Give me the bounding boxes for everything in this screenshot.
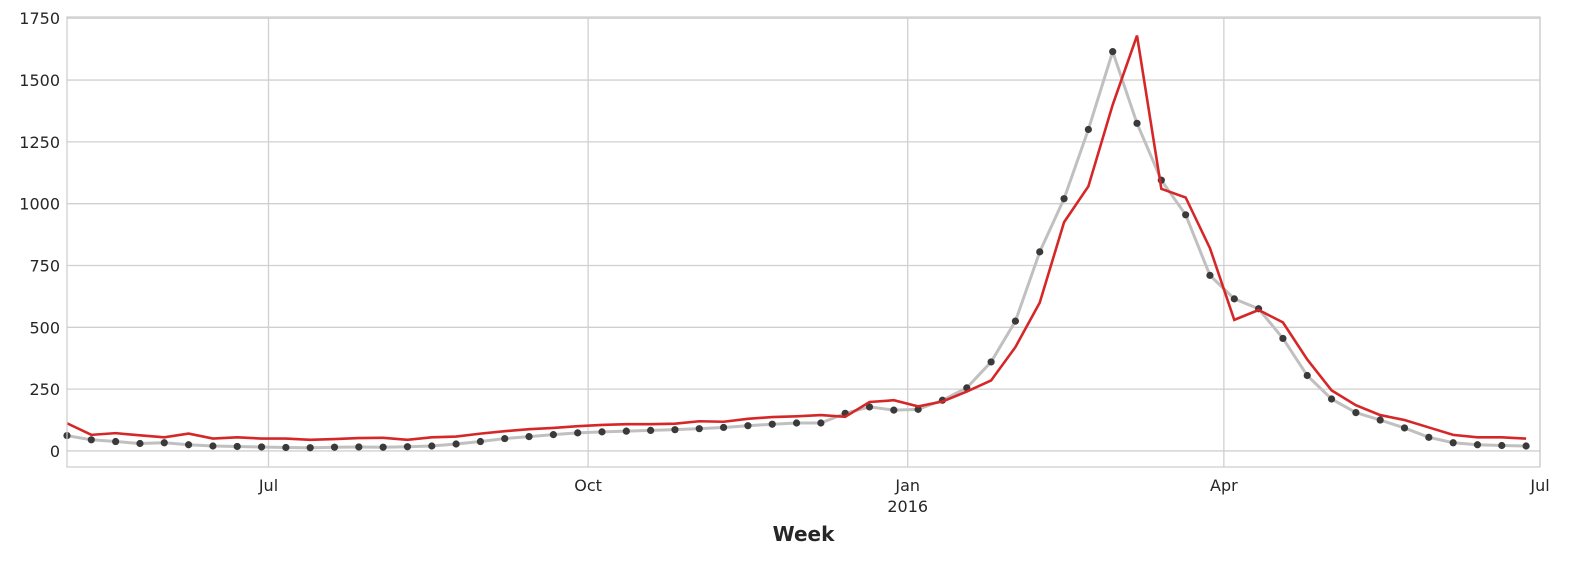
data-point (501, 434, 509, 443)
y-tick-label: 1000 (19, 195, 60, 214)
data-point (136, 439, 144, 448)
data-point (598, 428, 606, 436)
observed-points (63, 48, 1530, 452)
data-point (1303, 371, 1311, 380)
x-tick-label: Oct (574, 476, 602, 495)
data-point (233, 442, 241, 451)
data-point (1327, 395, 1336, 403)
data-point (209, 442, 217, 450)
x-axis-title: Week (773, 522, 835, 546)
y-tick-label: 1500 (19, 71, 60, 90)
data-point (1473, 441, 1482, 449)
data-point (549, 431, 557, 439)
data-point (476, 437, 485, 446)
data-point (257, 443, 266, 451)
data-point (622, 427, 630, 435)
data-point (525, 432, 533, 441)
data-point (184, 441, 193, 449)
data-point (1376, 416, 1384, 424)
data-point (987, 358, 995, 366)
y-tick-label: 250 (29, 380, 60, 399)
data-point (112, 437, 120, 446)
data-point (1522, 442, 1530, 450)
series-line-fitted (66, 35, 1527, 442)
data-point (1133, 119, 1141, 127)
data-point (1036, 248, 1044, 256)
data-point (1011, 317, 1020, 325)
plot-frame (66, 16, 1541, 468)
x-tick-sublabel: 2016 (887, 497, 928, 516)
data-point (647, 426, 655, 435)
data-point (768, 420, 776, 428)
y-tick-label: 1750 (19, 9, 60, 28)
tick-labels: 0 250 500 750 1000 1250 1500 1750 Jul Oct Jan 2016 A… (19, 9, 1549, 516)
data-point (1109, 48, 1117, 56)
data-point (671, 426, 679, 434)
data-point (1449, 439, 1457, 447)
data-point (865, 403, 874, 411)
data-point (719, 423, 728, 432)
data-point (1084, 125, 1092, 134)
data-point (428, 442, 436, 450)
data-point (1279, 334, 1287, 343)
y-tick-label: 500 (29, 318, 60, 337)
data-point (1230, 295, 1238, 303)
data-point (379, 443, 387, 451)
data-point (1206, 271, 1214, 279)
data-point (1060, 195, 1068, 203)
data-point (695, 425, 703, 433)
data-point (792, 419, 801, 427)
data-point (330, 443, 339, 451)
data-point (1182, 211, 1190, 219)
data-point (403, 443, 412, 451)
data-point (87, 436, 95, 444)
data-point (282, 443, 290, 452)
data-point (574, 429, 582, 437)
x-tick-label: Jul (1529, 476, 1549, 495)
data-point (452, 440, 460, 448)
x-tick-label: Jan (894, 476, 920, 495)
data-point (1498, 441, 1506, 450)
data-point (817, 419, 825, 427)
data-point (890, 406, 898, 414)
data-point (914, 405, 922, 413)
y-tick-label: 750 (29, 256, 60, 275)
data-point (1352, 409, 1360, 417)
data-point (306, 444, 314, 452)
data-point (1425, 433, 1433, 441)
data-point (355, 443, 363, 451)
data-point (1400, 424, 1409, 432)
x-tick-label: Apr (1210, 476, 1238, 495)
y-tick-label: 0 (50, 442, 60, 461)
data-point (744, 422, 752, 430)
series-group (63, 35, 1530, 452)
x-tick-label: Jul (258, 476, 278, 495)
data-point (160, 439, 168, 447)
y-tick-label: 1250 (19, 133, 60, 152)
